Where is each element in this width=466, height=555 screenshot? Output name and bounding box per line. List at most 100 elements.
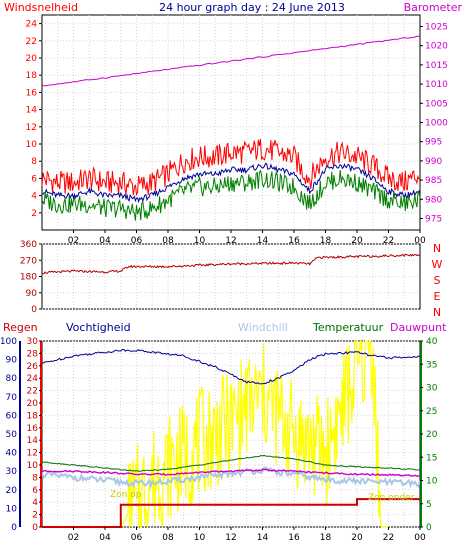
compass-letter: W: [432, 258, 443, 271]
humidity-tick-label: 60: [6, 411, 18, 421]
wind-panel-x-axis: 02 04 06 08 10 12 14 16 18 20 22 00: [68, 230, 426, 246]
x-tick-label: 08: [162, 533, 174, 543]
baro-tick-label: 975: [425, 214, 442, 224]
humidity-tick-label: 100: [0, 337, 17, 347]
sun-up-label: Zon op: [110, 490, 142, 500]
direction-panel-grid: [42, 243, 420, 310]
temperature-label: Temperatuur: [312, 321, 384, 334]
wind-tick-label: 24: [26, 20, 38, 30]
wind-tick-label: 22: [26, 37, 37, 47]
x-tick-label: 10: [194, 533, 206, 543]
x-tick-label: 22: [383, 236, 394, 246]
temp-tick-label: 0: [32, 523, 38, 533]
wind-tick-label: 2: [31, 209, 37, 219]
humidity-tick-label: 0: [11, 523, 17, 533]
baro-tick-label: 985: [425, 176, 442, 186]
temp-tick-label: 12: [27, 449, 38, 459]
wind-tick-label: 4: [31, 192, 37, 202]
x-tick-label: 18: [320, 533, 332, 543]
wind-panel-frame: [41, 14, 421, 231]
direction-tick-label: 360: [20, 240, 37, 250]
direction-tick-label: 180: [20, 273, 37, 283]
wind-tick-label: 16: [26, 88, 38, 98]
temp-tick-label: 20: [27, 399, 39, 409]
baro-tick-label: 1000: [425, 119, 448, 129]
humidity-label: Vochtigheid: [66, 321, 131, 334]
series-speed-line: [41, 169, 421, 221]
climate-panel-grid: [42, 340, 420, 528]
wind-speed-label: Windsnelheid: [4, 1, 78, 14]
rain-tick-label: 40: [426, 337, 438, 347]
rain-tick-label: 35: [426, 360, 437, 370]
temp-tick-label: 30: [27, 337, 39, 347]
x-tick-label: 02: [68, 533, 79, 543]
windchill-label: Windchill: [238, 321, 288, 334]
x-tick-label: 06: [131, 236, 143, 246]
dewpoint-label: Dauwpunt: [390, 321, 447, 334]
temp-tick-label: 4: [32, 498, 38, 508]
compass-letter: E: [434, 290, 441, 303]
temp-tick-label: 18: [27, 411, 39, 421]
baro-tick-label: 1025: [425, 23, 448, 33]
compass-letter: S: [434, 274, 441, 287]
wind-tick-label: 8: [31, 157, 37, 167]
temp-tick-label: 6: [32, 486, 38, 496]
temp-tick-label: 2: [32, 511, 38, 521]
humidity-tick-label: 70: [6, 393, 18, 403]
compass-letter: N: [433, 242, 441, 255]
series-dewpoint-line: [41, 468, 421, 477]
wind-tick-label: 18: [26, 71, 38, 81]
series-barometer-line: [41, 35, 421, 87]
x-tick-label: 00: [414, 533, 426, 543]
x-tick-label: 20: [351, 236, 363, 246]
x-tick-label: 14: [257, 236, 269, 246]
series-wind-direction-line: [41, 253, 421, 275]
humidity-tick-label: 30: [6, 467, 18, 477]
direction-tick-label: 90: [26, 289, 38, 299]
direction-tick-label: 270: [20, 256, 37, 266]
rain-tick-label: 25: [426, 407, 437, 417]
series-humidity-line: [41, 348, 421, 385]
rain-label: Regen: [3, 321, 38, 334]
humidity-tick-label: 40: [6, 449, 18, 459]
humidity-tick-label: 80: [6, 374, 18, 384]
x-tick-label: 12: [225, 236, 236, 246]
series-rain-line: [42, 498, 420, 528]
wind-speed-axis: 24 22 20 18 16 14 12 10 8 6 4 2: [26, 20, 42, 219]
direction-tick-label: 0: [31, 305, 37, 315]
temp-tick-label: 16: [27, 424, 39, 434]
x-tick-label: 04: [99, 533, 111, 543]
x-tick-label: 14: [257, 533, 269, 543]
series-temperature-line: [41, 454, 421, 472]
x-tick-label: 22: [383, 533, 394, 543]
wind-tick-label: 12: [26, 123, 37, 133]
humidity-tick-label: 10: [6, 504, 18, 514]
temp-tick-label: 14: [27, 436, 39, 446]
baro-tick-label: 1015: [425, 61, 448, 71]
x-tick-label: 10: [194, 236, 206, 246]
humidity-tick-label: 90: [6, 356, 18, 366]
rain-tick-label: 10: [426, 477, 438, 487]
wind-tick-label: 20: [26, 54, 38, 64]
x-tick-label: 16: [288, 533, 300, 543]
temp-tick-label: 28: [27, 349, 39, 359]
barometer-label: Barometer: [404, 1, 463, 14]
temp-tick-label: 24: [27, 374, 39, 384]
x-tick-label: 16: [288, 236, 300, 246]
rain-tick-label: 5: [426, 500, 432, 510]
temp-tick-label: 10: [27, 461, 39, 471]
temp-tick-label: 26: [27, 362, 39, 372]
wind-panel-series: [41, 35, 421, 221]
rain-tick-label: 0: [426, 523, 432, 533]
climate-panel-series: [41, 338, 421, 528]
compass-letter: N: [433, 306, 441, 319]
baro-tick-label: 1005: [425, 99, 448, 109]
x-tick-label: 02: [68, 236, 79, 246]
baro-tick-label: 980: [425, 195, 442, 205]
temp-tick-label: 8: [32, 473, 38, 483]
direction-axis: 360 270 180 90 0: [20, 240, 42, 315]
